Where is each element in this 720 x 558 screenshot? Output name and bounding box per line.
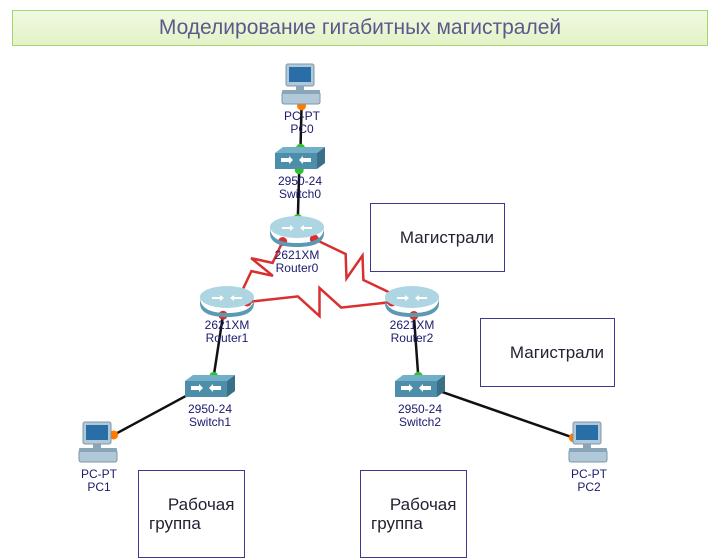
annotation-text: Рабочая группа [149, 495, 234, 534]
device-label-pc0: PC-PT PC0 [278, 110, 326, 136]
annotation-text: Рабочая группа [371, 495, 456, 534]
page-title: Моделирование гигабитных магистралей [12, 10, 708, 46]
annotation-backbone-1: Магистрали [370, 203, 505, 272]
annotation-text: Магистрали [510, 343, 604, 362]
topology-canvas: PC-PT PC0 2950-24 Switch0 2621XM Router0… [0, 50, 720, 540]
device-pc1[interactable] [75, 420, 123, 473]
device-label-router0: 2621XM Router0 [268, 249, 326, 275]
annotation-backbone-2: Магистрали [480, 318, 615, 387]
device-label-switch0: 2950-24 Switch0 [271, 175, 329, 201]
device-label-router1: 2621XM Router1 [198, 319, 256, 345]
device-pc2[interactable] [565, 420, 613, 473]
device-pc0[interactable] [278, 62, 326, 115]
device-label-switch1: 2950-24 Switch1 [181, 403, 239, 429]
annotation-workgroup-1: Рабочая группа [138, 470, 245, 558]
title-text: Моделирование гигабитных магистралей [159, 16, 561, 40]
annotation-text: Магистрали [400, 228, 494, 247]
device-label-switch2: 2950-24 Switch2 [391, 403, 449, 429]
device-label-pc2: PC-PT PC2 [565, 468, 613, 494]
annotation-workgroup-2: Рабочая группа [360, 470, 467, 558]
device-label-router2: 2621XM Router2 [383, 319, 441, 345]
device-label-pc1: PC-PT PC1 [75, 468, 123, 494]
